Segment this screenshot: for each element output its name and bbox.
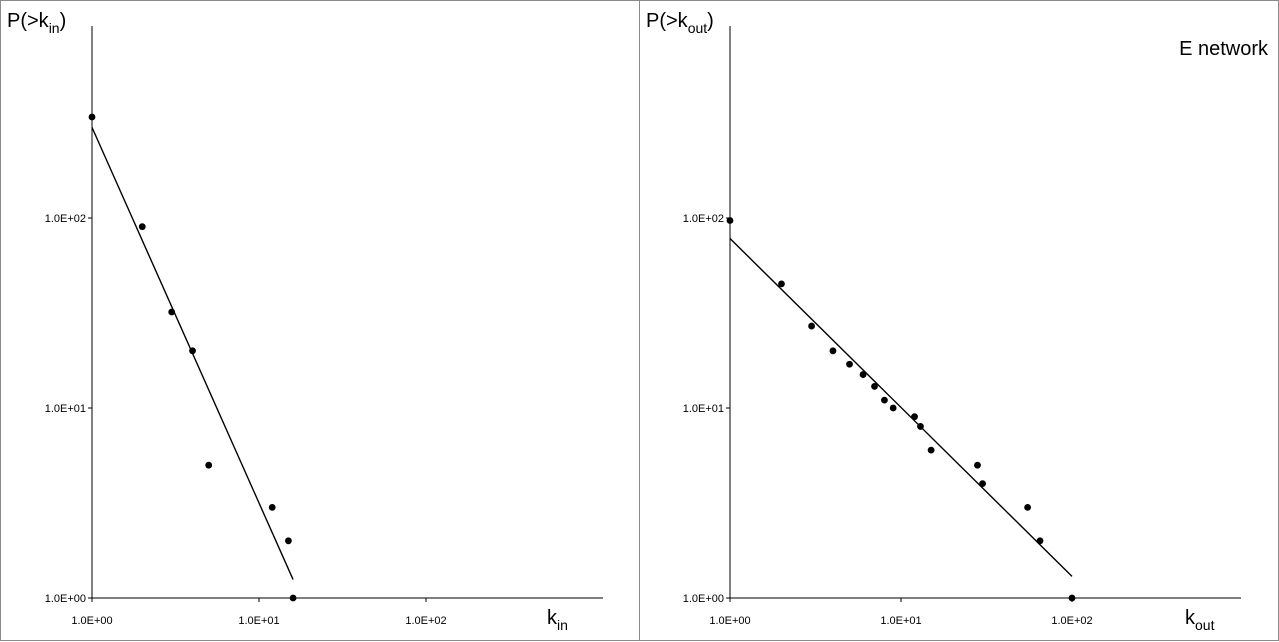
y-tick-label: 1.0E+02 [45,213,86,225]
x-tick-label: 1.0E+00 [71,615,112,627]
data-point [1036,537,1044,545]
data-point [205,461,213,469]
data-point [285,537,292,545]
data-point [1024,503,1032,511]
y-axis-title: P(>kout) [646,10,714,36]
y-tick-label: 1.0E+00 [683,593,724,605]
data-point [778,280,785,288]
x-axis-title: kin [547,607,568,633]
chart-panel-in-degree: 1.0E+00 1.0E+01 1.0E+02 1.0E+00 1.0E+01 1.0E+… [0,0,640,641]
data-point [168,308,176,316]
data-point [871,382,878,390]
data-point [974,461,981,469]
x-tick-label: 1.0E+01 [880,615,921,627]
y-tick-label: 1.0E+00 [45,593,86,605]
data-point [726,217,734,224]
y-tick-label: 1.0E+01 [683,403,724,415]
data-point [859,371,867,378]
data-point [268,503,276,511]
data-point [829,347,837,355]
x-tick-label: 1.0E+02 [405,615,446,627]
data-point [88,113,96,121]
data-point [1068,594,1076,602]
fit-line [729,238,1073,577]
y-tick-label: 1.0E+02 [683,213,724,225]
x-axis-title: kout [1185,607,1215,633]
data-point [917,423,924,430]
data-point [138,223,146,231]
chart-out-degree: 1.0E+00 1.0E+01 1.0E+02 1.0E+00 1.0E+01 1.0E+… [646,10,1269,633]
data-point [289,594,297,602]
chart-in-degree: 1.0E+00 1.0E+01 1.0E+02 1.0E+00 1.0E+01 1.0E+… [7,10,603,633]
y-tick-label: 1.0E+01 [45,403,86,415]
x-tick-label: 1.0E+02 [1051,615,1092,627]
data-point [911,413,918,421]
y-axis-title: P(>kin) [7,10,66,36]
x-tick-label: 1.0E+00 [709,615,750,627]
data-point [189,347,196,355]
chart-annotation: E network [1179,38,1269,60]
data-point [846,360,853,368]
data-point [881,396,888,404]
data-point [927,446,935,454]
data-point [889,404,897,412]
x-tick-label: 1.0E+01 [238,615,279,627]
chart-panel-out-degree: 1.0E+00 1.0E+01 1.0E+02 1.0E+00 1.0E+01 1.0E+… [639,0,1279,641]
data-point [979,480,986,488]
data-point [808,322,815,330]
